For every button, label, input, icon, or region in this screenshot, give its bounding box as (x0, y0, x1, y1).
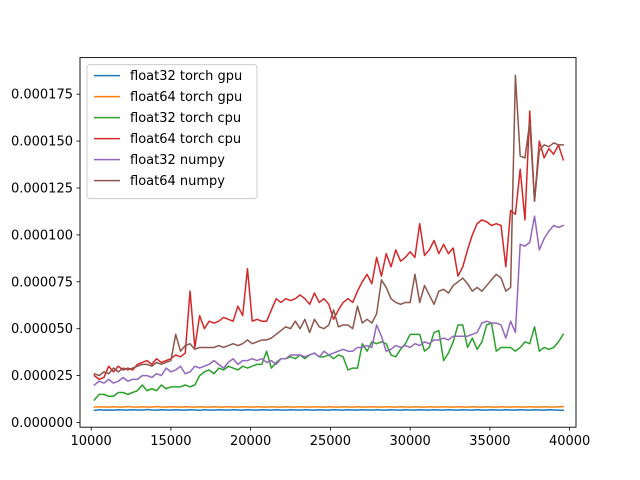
series-line-3 (93, 110, 565, 381)
x-tick-label: 15000 (150, 434, 191, 449)
y-tick-label: 0.000075 (11, 275, 73, 290)
x-tick-label: 40000 (549, 434, 590, 449)
x-tick-label: 25000 (310, 434, 351, 449)
legend-label: float32 torch gpu (130, 69, 242, 84)
y-tick-label: 0.000125 (11, 181, 73, 196)
legend-label: float64 numpy (130, 174, 225, 189)
y-tick-label: 0.000000 (11, 416, 73, 431)
y-tick-label: 0.000025 (11, 369, 73, 384)
y-tick-label: 0.000100 (11, 228, 73, 243)
legend: float32 torch gpu float64 torch gpu float3… (86, 64, 258, 200)
legend-label: float64 torch gpu (130, 90, 242, 105)
legend-box (86, 64, 258, 200)
x-tick-label: 35000 (469, 434, 510, 449)
x-tick-label: 10000 (70, 434, 111, 449)
y-tick-label: 0.000050 (11, 322, 73, 337)
series-layer (93, 74, 565, 412)
y-tick-label: 0.000150 (11, 135, 73, 150)
series-line-0 (93, 408, 565, 412)
y-axis: 0.000000 0.000025 0.000050 0.000075 0.000100… (11, 88, 80, 431)
y-tick-label: 0.000175 (11, 88, 73, 103)
x-axis: 10000 15000 20000 25000 30000 35000 40000 (70, 427, 590, 449)
series-line-5 (93, 74, 564, 377)
legend-label: float32 numpy (130, 153, 225, 168)
x-tick-label: 30000 (389, 434, 430, 449)
legend-label: float32 torch cpu (130, 111, 241, 126)
series-line-1 (93, 405, 565, 408)
series-line-4 (93, 215, 565, 387)
x-tick-label: 20000 (230, 434, 271, 449)
plot-frame (79, 57, 577, 428)
legend-label: float64 torch cpu (130, 132, 241, 147)
